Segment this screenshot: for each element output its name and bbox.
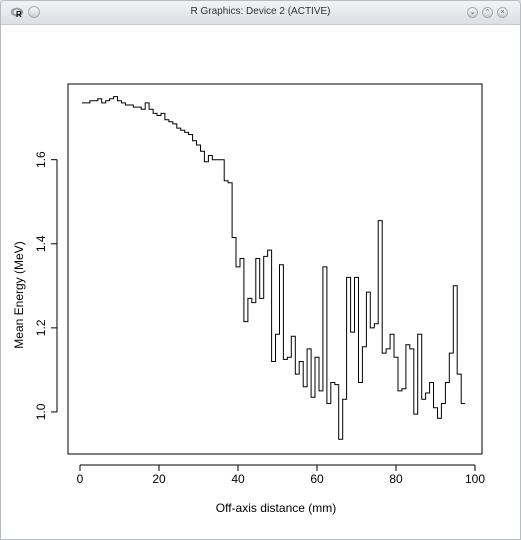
x-axis-label: Off-axis distance (mm) — [216, 501, 336, 515]
y-axis-label: Mean Energy (MeV) — [12, 241, 26, 348]
y-tick-label: 1.6 — [34, 151, 48, 168]
x-tick-label: 80 — [389, 472, 403, 486]
y-axis: 1.0 1.2 1.4 1.6 — [34, 151, 58, 420]
svg-text:R: R — [16, 10, 22, 19]
r-logo-icon: R — [10, 7, 24, 19]
x-tick-label: 100 — [465, 472, 485, 486]
title-bar: R R Graphics: Device 2 (ACTIVE) ⌄ ⌃ × — [1, 1, 520, 25]
x-tick-label: 20 — [152, 472, 166, 486]
maximize-icon[interactable]: ⌃ — [482, 7, 493, 18]
x-tick-label: 0 — [77, 472, 84, 486]
x-tick-label: 60 — [310, 472, 324, 486]
y-tick-label: 1.0 — [34, 403, 48, 420]
window-menu-icon[interactable] — [28, 6, 40, 18]
x-tick-label: 40 — [231, 472, 245, 486]
y-tick-label: 1.4 — [34, 235, 48, 252]
minimize-icon[interactable]: ⌄ — [467, 7, 478, 18]
window-title: R Graphics: Device 2 (ACTIVE) — [190, 6, 331, 17]
x-axis: 0 20 40 60 80 100 — [77, 464, 485, 486]
energy-profile-plot: 0 20 40 60 80 100 1.0 1.2 1.4 1.6 Off-axis dista… — [12, 83, 485, 515]
close-icon[interactable]: × — [497, 7, 508, 18]
plot-canvas: 0 20 40 60 80 100 1.0 1.2 1.4 1.6 Off-axis dista… — [11, 25, 511, 533]
y-tick-label: 1.2 — [34, 319, 48, 336]
plot-box — [67, 83, 483, 455]
mean-energy-step-line — [82, 96, 466, 440]
